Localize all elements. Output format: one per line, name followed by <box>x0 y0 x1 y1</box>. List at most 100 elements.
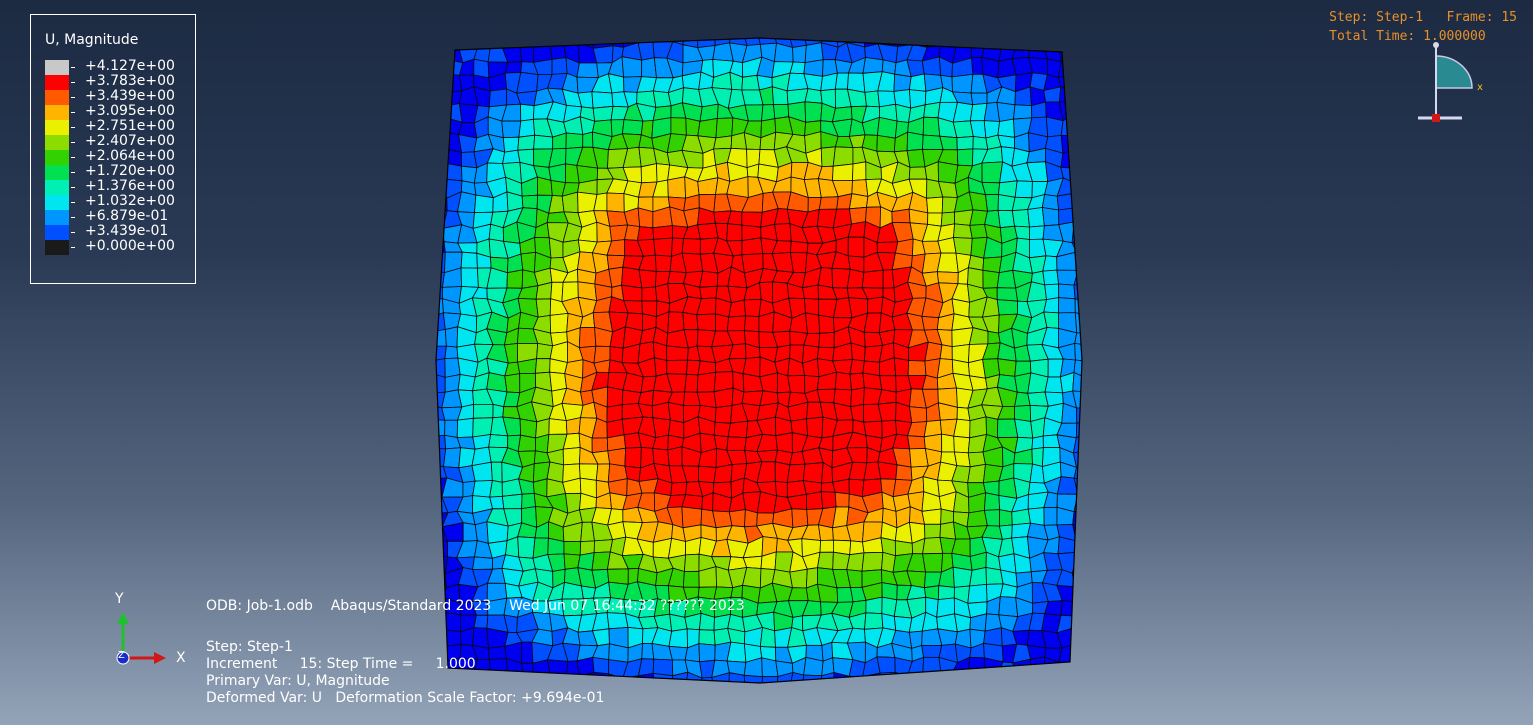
mesh-element <box>698 643 716 663</box>
mesh-element <box>804 101 823 123</box>
mesh-element <box>549 371 568 392</box>
legend-value: +1.720e+00 <box>85 163 175 179</box>
mesh-element <box>1074 332 1082 347</box>
mesh-element <box>728 299 747 318</box>
legend-swatch <box>45 75 69 90</box>
mesh-element <box>939 671 953 683</box>
mini-x-label: x <box>1477 82 1483 93</box>
mesh-element <box>834 491 850 508</box>
mesh-element <box>1011 38 1032 48</box>
mesh-element <box>744 509 758 528</box>
mesh-element <box>776 671 794 683</box>
mesh-element <box>906 148 926 168</box>
step-text: Step: Step-1 <box>206 639 293 655</box>
mesh-element <box>519 418 538 439</box>
primary-var-text: Primary Var: U, Magnitude <box>206 673 390 689</box>
mesh-element <box>473 58 490 79</box>
mesh-element <box>1011 674 1032 683</box>
mesh-element <box>443 447 462 469</box>
legend-swatch <box>45 120 69 135</box>
legend-value: +3.783e+00 <box>85 73 175 89</box>
mesh-element <box>891 208 911 224</box>
mesh-element <box>436 116 445 133</box>
mesh-element <box>909 406 928 424</box>
mesh-element <box>715 117 734 139</box>
mesh-element <box>504 373 521 394</box>
legend-value: +2.751e+00 <box>85 118 175 134</box>
mesh-element <box>684 373 699 393</box>
mesh-element <box>861 269 884 289</box>
mesh-element <box>801 674 823 683</box>
mesh-element <box>876 656 896 674</box>
mesh-element <box>953 223 973 239</box>
mesh-element <box>606 386 624 408</box>
mesh-element <box>863 312 882 334</box>
mesh-element <box>637 38 655 44</box>
mesh-element <box>1074 612 1082 631</box>
mesh-element <box>715 313 730 332</box>
mesh-element <box>983 492 1001 511</box>
mesh-element <box>761 676 779 683</box>
mesh-element <box>1031 435 1044 450</box>
mesh-element <box>789 240 809 254</box>
mesh-element <box>489 480 503 498</box>
mesh-element <box>951 73 974 94</box>
y-axis-label: Y <box>115 591 124 607</box>
mesh-element <box>921 644 943 658</box>
mesh-element <box>953 418 971 439</box>
frame-status: Step: Step-1 Frame: 15 Total Time: 1.000… <box>1329 8 1517 46</box>
mesh-element <box>548 418 568 435</box>
mesh-element <box>1072 432 1082 454</box>
mesh-element <box>864 90 880 108</box>
mesh-element <box>1075 422 1082 439</box>
mesh-element <box>606 612 629 630</box>
mesh-element <box>983 38 1003 48</box>
mesh-element <box>1076 192 1082 212</box>
legend-tick <box>71 142 75 143</box>
deformed-var-text: Deformed Var: U Deformation Scale Factor… <box>206 690 605 706</box>
mesh-element <box>922 116 941 137</box>
mesh-element <box>981 161 1004 184</box>
mesh-element <box>532 38 551 47</box>
mesh-element <box>698 465 717 484</box>
mesh-element <box>939 521 957 540</box>
mesh-element <box>756 38 777 45</box>
mesh-element <box>517 434 537 452</box>
mesh-element <box>622 372 644 394</box>
mesh-element <box>1076 407 1082 424</box>
mesh-element <box>981 182 1001 196</box>
mesh-element <box>922 672 942 683</box>
mesh-element <box>516 71 539 94</box>
mesh-element <box>743 674 763 683</box>
mesh-element <box>667 176 687 199</box>
legend-swatch <box>45 150 69 165</box>
mesh-element <box>789 672 805 683</box>
mesh-element <box>518 38 535 47</box>
mesh-element <box>1074 586 1082 603</box>
mesh-element <box>804 88 823 104</box>
mesh-element <box>714 405 733 424</box>
mesh-element <box>846 88 867 108</box>
mesh-element <box>681 238 701 255</box>
mesh-element <box>1043 506 1058 526</box>
mesh-element <box>592 45 614 64</box>
mesh-element <box>1076 251 1082 274</box>
mesh-element <box>697 118 718 139</box>
mesh-element <box>1072 165 1082 183</box>
mesh-element <box>607 447 627 467</box>
mesh-element <box>457 38 479 46</box>
mesh-element <box>759 626 776 648</box>
z-axis-dot <box>116 651 130 665</box>
mesh-element <box>683 553 700 572</box>
mesh-element <box>436 102 444 120</box>
mesh-element <box>682 38 699 49</box>
view-orientation-triad[interactable]: x <box>1410 38 1500 128</box>
mesh-element <box>436 195 448 213</box>
mesh-element <box>953 237 973 256</box>
y-arrow-head <box>117 612 129 624</box>
mesh-element <box>818 314 835 334</box>
mesh-element <box>652 225 673 240</box>
mesh-element <box>817 551 834 570</box>
mesh-element <box>1073 38 1082 45</box>
